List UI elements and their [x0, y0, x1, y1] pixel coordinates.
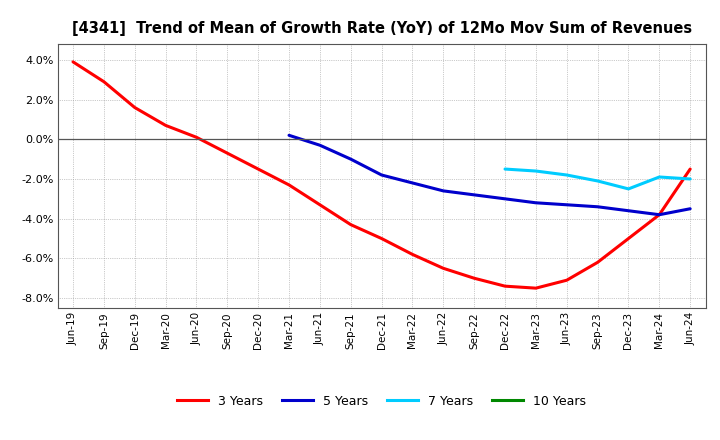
3 Years [562, 278, 571, 283]
3 Years [531, 286, 540, 291]
3 Years [655, 212, 664, 217]
5 Years [377, 172, 386, 178]
3 Years [284, 182, 293, 187]
3 Years [500, 283, 509, 289]
5 Years [470, 192, 479, 198]
5 Years [439, 188, 448, 194]
3 Years [377, 236, 386, 241]
3 Years [254, 166, 263, 172]
5 Years [531, 200, 540, 205]
5 Years [315, 143, 324, 148]
Legend: 3 Years, 5 Years, 7 Years, 10 Years: 3 Years, 5 Years, 7 Years, 10 Years [172, 390, 591, 413]
5 Years [593, 204, 602, 209]
7 Years [686, 176, 695, 182]
Line: 7 Years: 7 Years [505, 169, 690, 189]
3 Years [686, 166, 695, 172]
5 Years [655, 212, 664, 217]
3 Years [68, 59, 77, 65]
3 Years [408, 252, 417, 257]
7 Years [593, 178, 602, 183]
3 Years [470, 275, 479, 281]
Title: [4341]  Trend of Mean of Growth Rate (YoY) of 12Mo Mov Sum of Revenues: [4341] Trend of Mean of Growth Rate (YoY… [71, 21, 692, 36]
3 Years [346, 222, 355, 227]
5 Years [686, 206, 695, 211]
5 Years [408, 180, 417, 186]
3 Years [593, 260, 602, 265]
7 Years [624, 186, 633, 191]
3 Years [439, 266, 448, 271]
3 Years [130, 105, 139, 110]
5 Years [562, 202, 571, 207]
7 Years [655, 174, 664, 180]
3 Years [192, 135, 201, 140]
3 Years [624, 236, 633, 241]
5 Years [284, 133, 293, 138]
Line: 3 Years: 3 Years [73, 62, 690, 288]
3 Years [315, 202, 324, 207]
5 Years [500, 196, 509, 202]
3 Years [99, 79, 108, 84]
Line: 5 Years: 5 Years [289, 136, 690, 215]
3 Years [161, 123, 170, 128]
5 Years [346, 157, 355, 162]
7 Years [562, 172, 571, 178]
7 Years [531, 169, 540, 174]
5 Years [624, 208, 633, 213]
7 Years [500, 166, 509, 172]
3 Years [223, 150, 232, 156]
